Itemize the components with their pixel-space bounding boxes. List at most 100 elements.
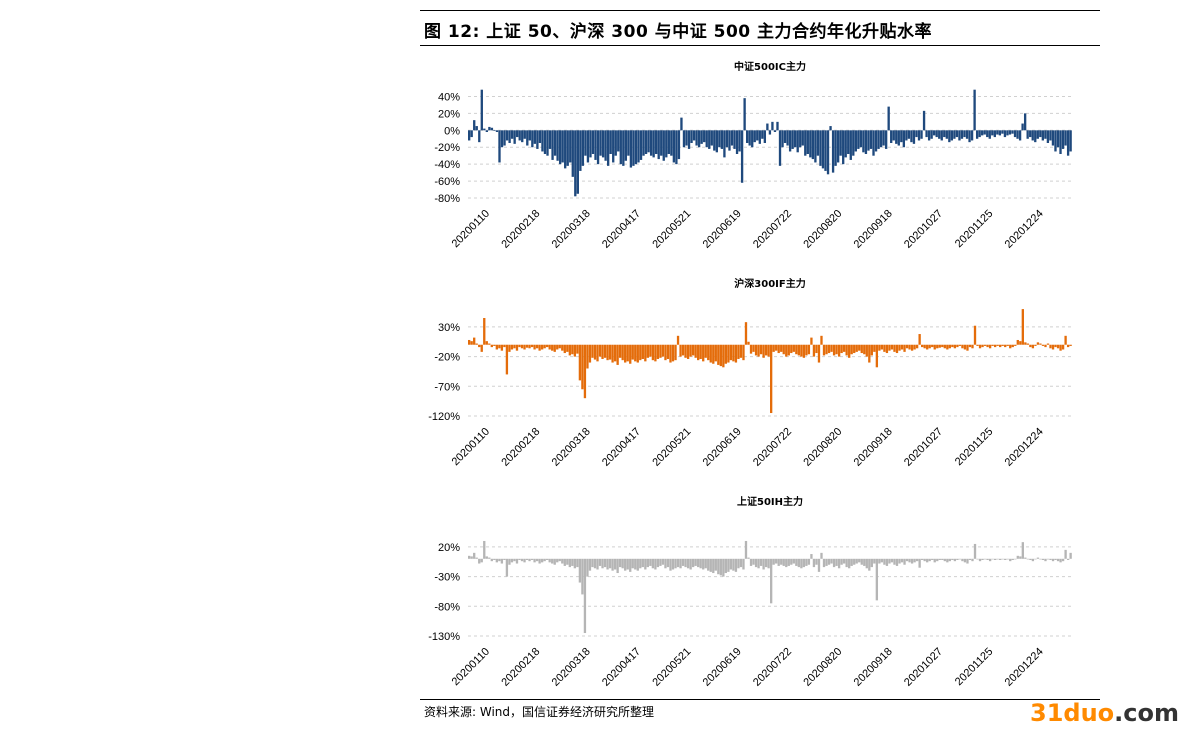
- bar: [978, 344, 982, 349]
- x-tick-label: 20201224: [1003, 208, 1046, 251]
- bar: [1026, 130, 1029, 139]
- bar: [495, 130, 499, 132]
- bar: [961, 558, 964, 562]
- bar: [956, 558, 959, 560]
- bar: [1034, 344, 1037, 346]
- bar: [869, 130, 873, 149]
- bar: [1064, 549, 1067, 559]
- bar: [1021, 123, 1024, 131]
- x-tick-label: 20200318: [550, 208, 593, 251]
- bar: [1001, 558, 1004, 560]
- bar: [785, 344, 788, 357]
- bar: [855, 344, 858, 352]
- bar: [712, 344, 715, 364]
- bar: [737, 344, 740, 359]
- x-tick-label: 20200417: [600, 426, 643, 469]
- bar: [958, 130, 961, 141]
- bar: [757, 558, 760, 569]
- bar: [1024, 557, 1027, 559]
- bar: [627, 130, 630, 156]
- bar: [586, 344, 589, 369]
- x-tick-label: 20201027: [902, 646, 945, 689]
- bar: [480, 344, 483, 352]
- bar: [1006, 130, 1009, 136]
- bar: [752, 558, 755, 565]
- bar: [1066, 344, 1070, 348]
- bar: [604, 130, 607, 161]
- bar: [998, 130, 1002, 136]
- bar: [703, 130, 706, 143]
- bar: [892, 130, 895, 141]
- bar: [553, 344, 556, 352]
- bar: [574, 130, 577, 197]
- bar: [671, 558, 675, 570]
- bar: [548, 558, 551, 563]
- bar: [493, 558, 496, 560]
- bar: [576, 344, 579, 354]
- y-tick-label: -80%: [434, 601, 460, 613]
- bar: [868, 558, 871, 571]
- bar: [1059, 344, 1062, 351]
- bar: [478, 344, 481, 348]
- bar: [536, 130, 539, 149]
- bar: [908, 558, 911, 563]
- bar: [510, 344, 514, 350]
- bar: [1023, 113, 1027, 131]
- bar: [601, 558, 604, 569]
- bar: [654, 558, 657, 570]
- bar: [864, 130, 868, 154]
- bar: [1034, 558, 1037, 560]
- bar: [734, 558, 738, 572]
- bar: [986, 558, 989, 560]
- bar: [505, 130, 509, 141]
- bar: [780, 344, 783, 352]
- bar: [946, 344, 949, 350]
- bar: [767, 344, 770, 357]
- bar: [641, 344, 644, 359]
- source-divider: [420, 699, 1100, 700]
- bar: [1021, 309, 1024, 345]
- bar: [915, 130, 918, 138]
- bar: [840, 344, 843, 354]
- bar: [563, 558, 566, 566]
- bar: [805, 344, 808, 356]
- bar: [624, 558, 627, 571]
- x-tick-label: 20200820: [801, 426, 844, 469]
- bar: [583, 344, 587, 399]
- bar: [624, 344, 627, 363]
- bar: [498, 558, 501, 562]
- bar: [845, 558, 848, 568]
- bar: [725, 130, 729, 148]
- bar: [634, 558, 637, 570]
- bar: [1046, 343, 1050, 345]
- y-tick-label: -60%: [434, 176, 460, 188]
- bar: [792, 344, 795, 352]
- bar: [988, 344, 992, 349]
- bar: [470, 341, 473, 345]
- bar: [1059, 130, 1062, 154]
- bar: [621, 344, 624, 361]
- bar: [1006, 344, 1009, 346]
- bar: [815, 558, 818, 565]
- bar: [495, 558, 498, 563]
- bar: [488, 126, 491, 131]
- bar: [523, 344, 526, 350]
- bar: [875, 558, 879, 601]
- bar: [561, 344, 564, 351]
- x-tick-label: 20201125: [953, 646, 996, 689]
- bar: [943, 344, 946, 349]
- bar: [1004, 344, 1007, 348]
- bar: [855, 558, 858, 564]
- bar: [868, 344, 871, 363]
- bar: [523, 130, 526, 139]
- bar: [1031, 130, 1034, 141]
- bar: [1046, 130, 1050, 143]
- bar: [963, 130, 966, 138]
- bar: [586, 130, 590, 163]
- bar: [473, 552, 476, 559]
- bar: [667, 130, 670, 154]
- bar: [757, 344, 760, 357]
- x-tick-label: 20200521: [650, 426, 693, 469]
- bar: [591, 130, 595, 154]
- bar: [644, 558, 647, 570]
